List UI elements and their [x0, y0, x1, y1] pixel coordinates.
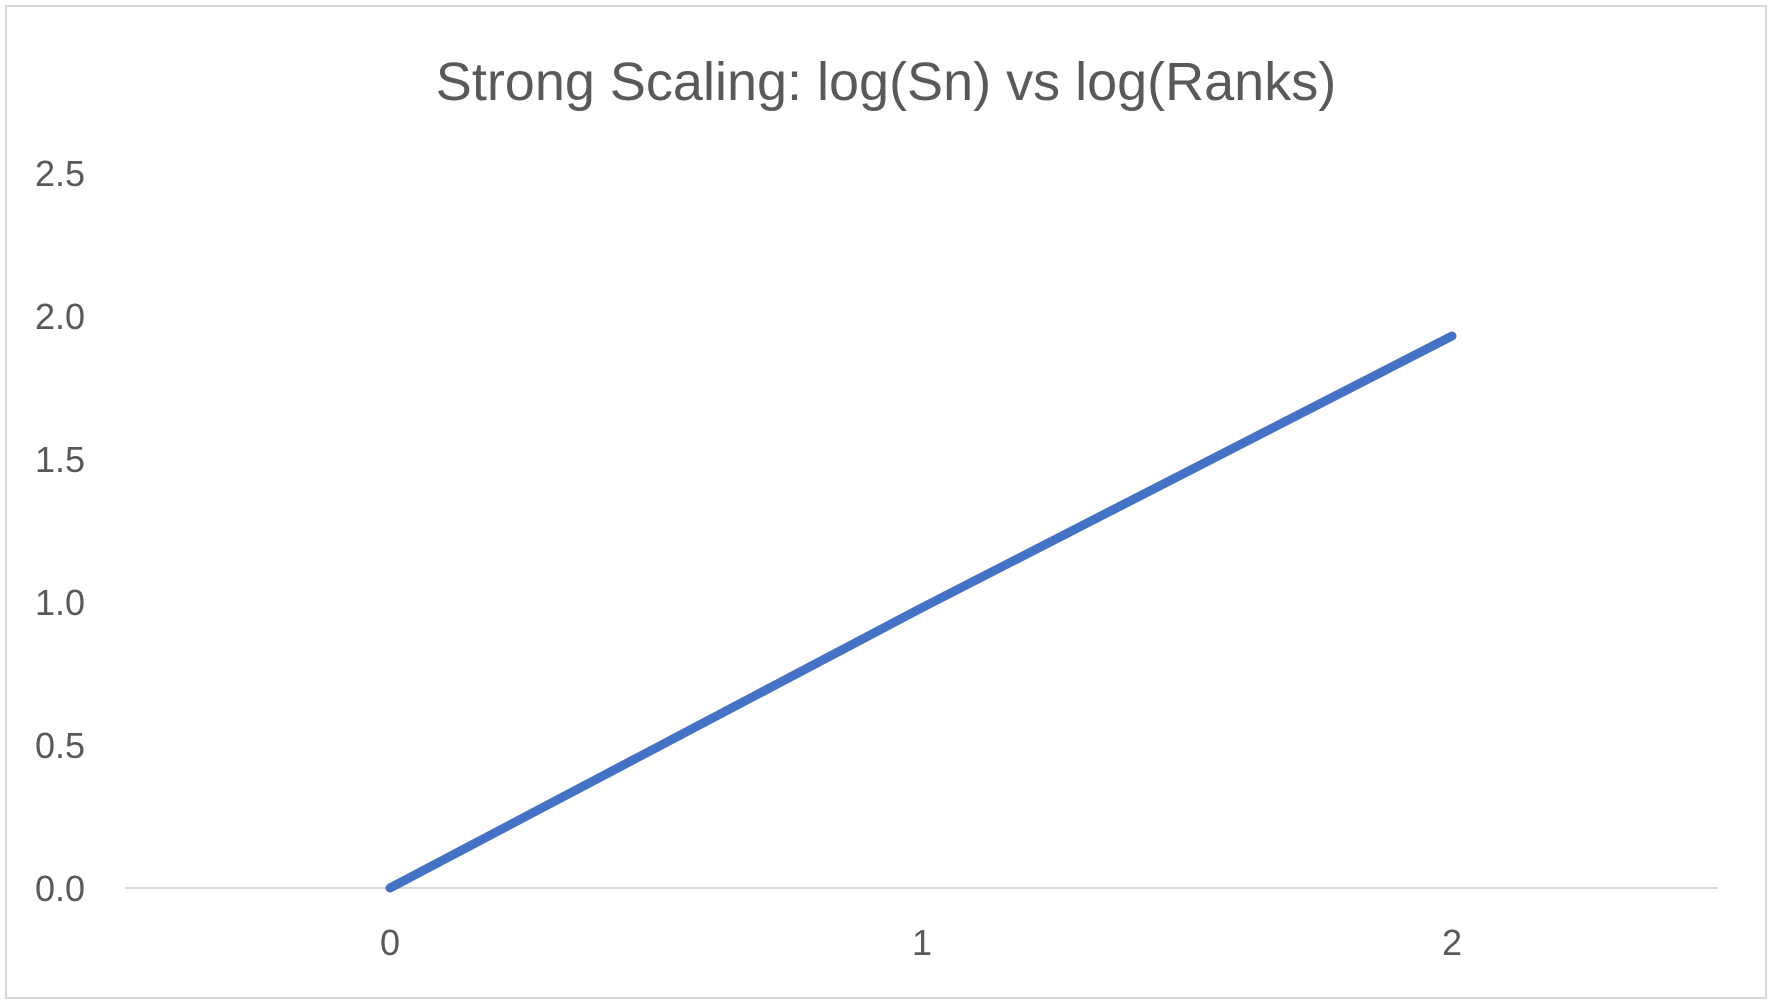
series-line [385, 331, 1457, 893]
y-tick-label: 1.5 [35, 439, 85, 480]
series-layer [385, 331, 1457, 893]
y-tick-label: 0.5 [35, 725, 85, 766]
chart-title: Strong Scaling: log(Sn) vs log(Ranks) [436, 52, 1336, 112]
chart-border [5, 5, 1767, 999]
x-tick-label: 1 [912, 922, 932, 963]
x-tick-label: 0 [380, 922, 400, 963]
x-tick-label: 2 [1442, 922, 1462, 963]
y-tick-label: 1.0 [35, 582, 85, 623]
x-axis-tick-labels: 0 1 2 [380, 922, 1462, 963]
y-tick-label: 2.5 [35, 153, 85, 194]
y-axis-tick-labels: 0.0 0.5 1.0 1.5 2.0 2.5 [35, 153, 85, 909]
y-tick-label: 2.0 [35, 296, 85, 337]
y-tick-label: 0.0 [35, 868, 85, 909]
